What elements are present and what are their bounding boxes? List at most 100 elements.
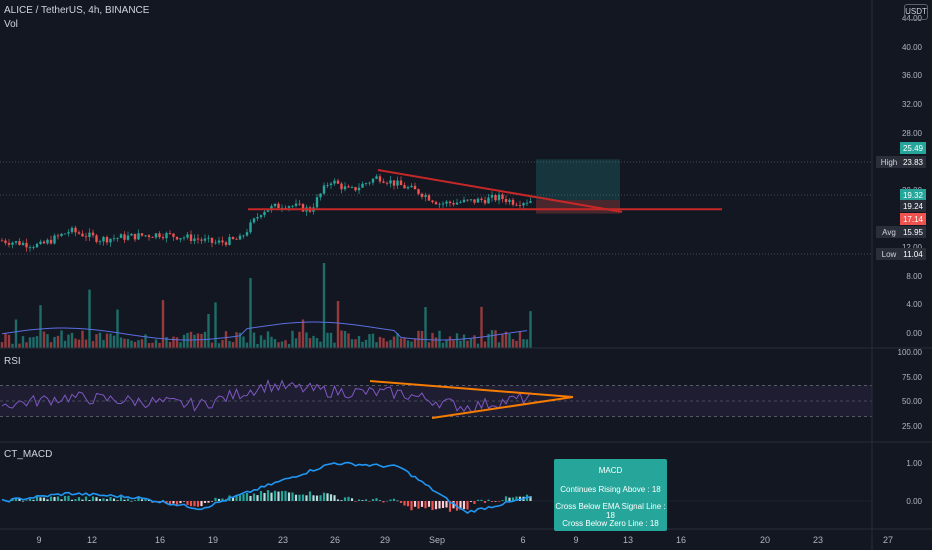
volume-bar <box>168 341 172 348</box>
volume-bar <box>455 333 459 348</box>
volume-bar <box>63 340 67 348</box>
time-axis-tick: Sep <box>429 535 445 545</box>
macd-popup-line2: Cross Below EMA Signal Line : 18 <box>555 502 666 520</box>
volume-bar <box>102 339 105 348</box>
volume-bar <box>312 335 315 348</box>
macd-histogram-bar <box>462 501 466 510</box>
candle-body <box>165 232 168 239</box>
macd-histogram-bar <box>266 490 270 501</box>
candle-body <box>186 234 189 238</box>
rsi-axis-tick: 25.00 <box>902 422 923 431</box>
macd-histogram-bar <box>77 497 81 501</box>
volume-bar <box>4 333 7 348</box>
macd-label[interactable]: CT_MACD <box>4 449 53 460</box>
candle-body <box>448 201 452 204</box>
volume-label[interactable]: Vol <box>4 19 18 30</box>
macd-histogram-bar <box>193 501 196 507</box>
volume-bar <box>466 340 469 348</box>
volume-bar <box>357 336 361 348</box>
volume-bar <box>448 336 452 348</box>
price-tag-label: Low <box>882 250 897 259</box>
symbol-title[interactable]: ALICE / TetherUS, 4h, BINANCE <box>4 5 150 16</box>
macd-pane[interactable] <box>0 461 872 514</box>
volume-bar <box>308 338 312 348</box>
macd-histogram-bar <box>340 500 343 501</box>
macd-popup-title: MACD <box>598 466 623 475</box>
volume-bar <box>277 342 280 348</box>
volume-bar <box>144 334 147 348</box>
volume-bar <box>462 334 466 348</box>
candle-body <box>196 238 200 240</box>
volume-bar <box>151 342 154 348</box>
macd-histogram-bar <box>312 495 315 501</box>
macd-histogram-bar <box>144 499 147 501</box>
candle-body <box>392 180 396 186</box>
macd-histogram-bar <box>56 496 60 501</box>
volume-bar <box>294 338 298 348</box>
time-axis-tick: 13 <box>623 535 633 545</box>
macd-histogram-bar <box>168 501 172 505</box>
macd-histogram-bar <box>343 497 347 501</box>
volume-bar <box>224 331 228 348</box>
candle-body <box>137 233 140 240</box>
candle-body <box>277 203 280 209</box>
candle-body <box>84 236 88 238</box>
volume-bar <box>347 333 350 348</box>
rsi-pane[interactable] <box>0 378 872 419</box>
currency-badge[interactable]: USDT <box>904 4 928 20</box>
volume-bar <box>508 333 511 348</box>
candle-body <box>459 202 462 203</box>
macd-histogram-bar <box>252 493 256 501</box>
volume-bar <box>235 332 238 348</box>
candle-body <box>424 195 427 197</box>
macd-alert-popup[interactable]: MACD Continues Rising Above : 18 Cross B… <box>554 459 667 531</box>
candle-body <box>287 206 291 208</box>
volume-bar <box>280 341 284 348</box>
macd-histogram-bar <box>179 501 182 504</box>
candle-body <box>336 180 340 184</box>
candle-body <box>326 185 329 186</box>
volume-bar <box>238 332 242 348</box>
macd-histogram-bar <box>354 501 357 502</box>
volume-bar <box>396 333 399 348</box>
volume-bar <box>515 340 518 348</box>
price-value-label: 23.83 <box>903 158 924 167</box>
volume-bar <box>95 334 98 348</box>
price-pane[interactable] <box>0 159 872 255</box>
volume-bar <box>214 302 217 348</box>
long-position-stop-zone <box>536 199 620 214</box>
candle-body <box>249 222 252 233</box>
candle-body <box>235 238 238 240</box>
candle-body <box>343 186 347 190</box>
rsi-axis-tick: 75.00 <box>902 373 923 382</box>
macd-histogram-bar <box>494 501 497 502</box>
rsi-label[interactable]: RSI <box>4 356 21 367</box>
volume-bar <box>469 338 473 348</box>
volume-bar <box>452 340 455 348</box>
volume-bar <box>42 331 46 348</box>
candle-body <box>357 187 361 191</box>
volume-bar <box>382 338 385 348</box>
volume-bar <box>480 306 483 348</box>
candle-body <box>203 238 207 241</box>
candle-body <box>207 237 210 239</box>
candle-body <box>263 211 266 216</box>
volume-bar <box>119 337 123 348</box>
volume-bar <box>228 341 231 348</box>
volume-bar <box>476 343 480 348</box>
candle-body <box>32 247 35 249</box>
candle-body <box>49 239 53 244</box>
candle-body <box>284 207 287 209</box>
volume-bar <box>207 313 210 348</box>
candle-body <box>179 238 182 240</box>
volume-bar <box>35 336 39 348</box>
macd-histogram-bar <box>207 501 210 503</box>
macd-histogram-bar <box>378 500 382 502</box>
volume-bar <box>529 311 532 348</box>
macd-histogram-bar <box>35 496 39 501</box>
macd-histogram-bar <box>175 501 179 505</box>
candle-body <box>371 178 375 183</box>
volume-bar <box>81 330 84 348</box>
